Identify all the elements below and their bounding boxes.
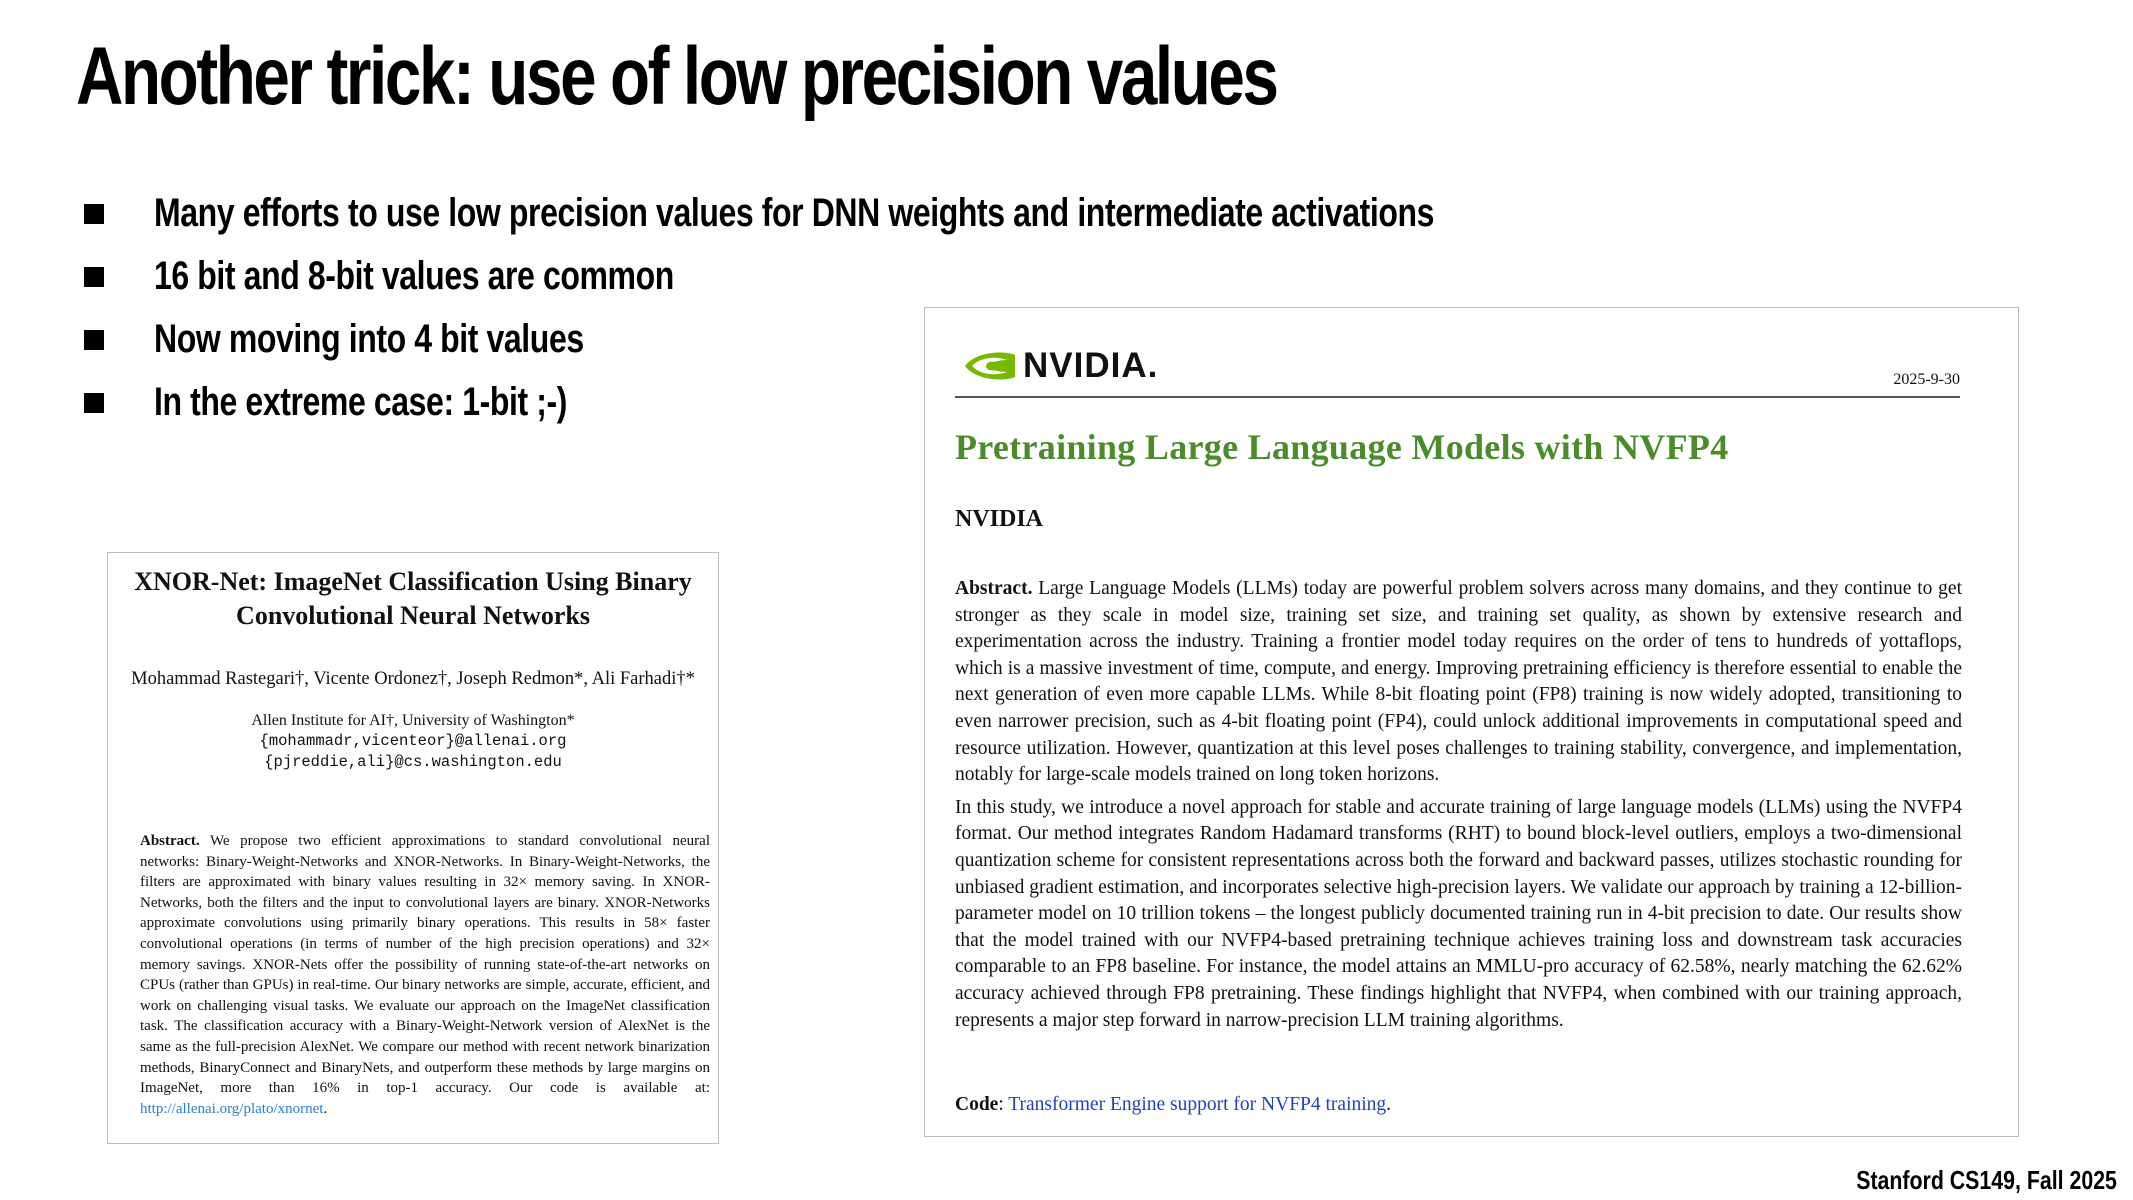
xnor-email: {pjreddie,ali}@cs.washington.edu <box>264 753 562 771</box>
xnor-paper-excerpt: XNOR-Net: ImageNet Classification Using … <box>107 552 719 1144</box>
bullet-item: In the extreme case: 1-bit ;-) <box>84 371 1754 434</box>
transformer-engine-link[interactable]: Transformer Engine support for NVFP4 tra… <box>1008 1094 1387 1115</box>
xnor-authors: Mohammad Rastegari†, Vicente Ordonez†, J… <box>131 669 695 689</box>
bullet-item: Now moving into 4 bit values <box>84 308 1754 371</box>
bullet-item: 16 bit and 8-bit values are common <box>84 245 1754 308</box>
code-line: Code: Transformer Engine support for NVF… <box>955 1094 1392 1115</box>
nvfp4-organization: NVIDIA <box>955 506 1044 532</box>
nvidia-wordmark: NVIDIA. <box>1023 346 1159 385</box>
square-bullet-icon <box>84 267 104 287</box>
square-bullet-icon <box>84 204 104 224</box>
paper-date: 2025-9-30 <box>1893 371 1960 388</box>
xnor-abstract: Abstract. We propose two efficient appro… <box>140 833 710 1117</box>
xnor-code-link[interactable]: http://allenai.org/plato/xnornet <box>140 1100 324 1117</box>
nvidia-eye-icon <box>965 352 1015 380</box>
bullet-item: Many efforts to use low precision values… <box>84 182 1754 245</box>
square-bullet-icon <box>84 330 104 350</box>
header-divider <box>955 396 1960 398</box>
square-bullet-icon <box>84 393 104 413</box>
study-paragraph: In this study, we introduce a novel appr… <box>955 796 1962 1031</box>
abstract-paragraph: Abstract. Large Language Models (LLMs) t… <box>955 578 1962 786</box>
bullet-list: Many efforts to use low precision values… <box>84 182 1754 434</box>
nvfp4-paper-excerpt: NVIDIA. 2025-9-30 Pretraining Large Lang… <box>924 307 2019 1137</box>
xnor-paper-title: XNOR-Net: ImageNet Classification Using … <box>134 567 692 630</box>
course-footer: Stanford CS149, Fall 2025 <box>1856 1165 2117 1195</box>
xnor-email: {mohammadr,vicenteor}@allenai.org <box>259 732 567 750</box>
xnor-affiliation: Allen Institute for AI†, University of W… <box>108 710 718 773</box>
nvfp4-abstract: Abstract. Large Language Models (LLMs) t… <box>955 576 1962 1040</box>
nvfp4-paper-title: Pretraining Large Language Models with N… <box>955 427 1729 467</box>
slide-title: Another trick: use of low precision valu… <box>76 31 1279 122</box>
nvidia-logo: NVIDIA. <box>963 346 1158 386</box>
